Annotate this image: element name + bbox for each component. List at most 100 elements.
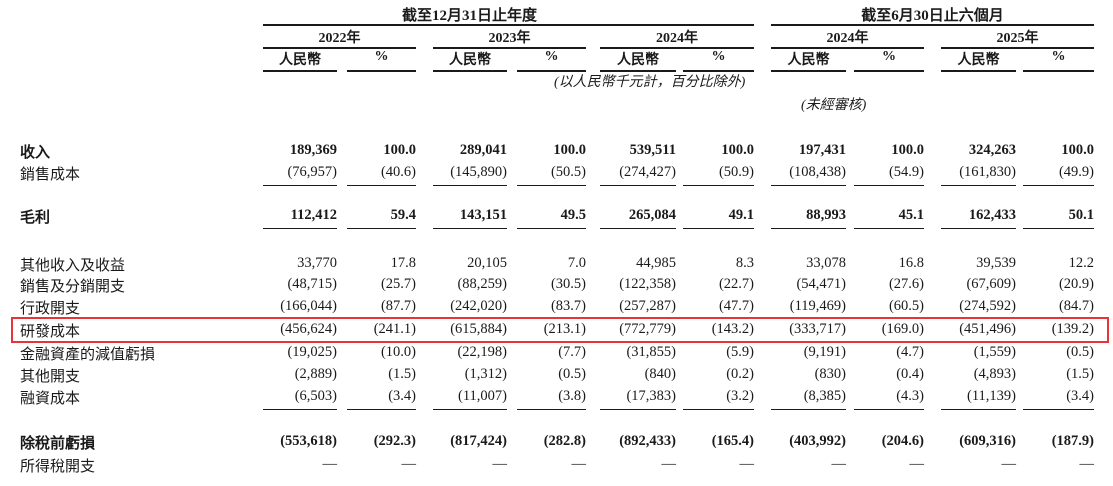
table-cell: (3.8) — [558, 388, 586, 404]
total-rule — [263, 228, 337, 229]
table-cell: 100.0 — [553, 142, 586, 158]
table-cell: (166,044) — [280, 298, 337, 314]
rmb-column-header: 人民幣 — [787, 53, 830, 68]
table-cell: 539,511 — [629, 142, 676, 158]
column-header-rule — [347, 70, 416, 72]
year-header-rule — [941, 47, 1094, 49]
subtotal-rule — [854, 409, 924, 410]
table-cell: (615,884) — [450, 321, 507, 337]
total-rule — [854, 228, 924, 229]
table-cell: 45.1 — [898, 207, 924, 223]
table-cell: (3.4) — [388, 388, 416, 404]
year-header-rule — [771, 47, 924, 49]
table-cell: 100.0 — [1061, 142, 1094, 158]
subtotal-rule — [263, 409, 337, 410]
row-label: 融資成本 — [20, 391, 81, 407]
table-cell: (11,139) — [967, 388, 1016, 404]
table-cell: (47.7) — [718, 298, 754, 314]
row-label: 銷售成本 — [20, 167, 81, 183]
subtotal-rule — [941, 409, 1016, 410]
year-header: 2022年 — [318, 31, 361, 46]
table-cell: — — [831, 456, 847, 472]
table-cell: (333,717) — [789, 321, 846, 337]
table-cell: (892,433) — [619, 433, 676, 449]
table-cell: (50.5) — [550, 164, 586, 180]
table-cell: — — [739, 456, 755, 472]
subtotal-rule — [600, 409, 676, 410]
row-label: 行政開支 — [20, 301, 81, 317]
pct-column-header: % — [882, 49, 896, 64]
column-header-rule — [1023, 70, 1094, 72]
table-cell: (4.7) — [896, 344, 924, 360]
total-rule — [941, 228, 1016, 229]
total-rule — [683, 228, 754, 229]
table-cell: (67,609) — [966, 276, 1016, 292]
total-rule — [1023, 228, 1094, 229]
table-cell: (0.5) — [1066, 344, 1094, 360]
subtotal-rule — [433, 185, 507, 186]
table-cell: (241.1) — [373, 321, 416, 337]
table-cell: (54,471) — [796, 276, 846, 292]
table-cell: (25.7) — [380, 276, 416, 292]
table-cell: (213.1) — [543, 321, 586, 337]
subtotal-rule — [683, 409, 754, 410]
table-cell: (83.7) — [550, 298, 586, 314]
table-cell: 265,084 — [628, 207, 676, 223]
total-rule — [771, 228, 846, 229]
table-cell: (9,191) — [803, 344, 846, 360]
table-cell: (30.5) — [550, 276, 586, 292]
row-label: 所得稅開支 — [20, 459, 96, 475]
subtotal-rule — [517, 409, 586, 410]
table-cell: (4.3) — [896, 388, 924, 404]
subtotal-rule — [771, 185, 846, 186]
table-cell: (830) — [814, 366, 846, 382]
table-cell: (292.3) — [373, 433, 416, 449]
table-cell: (3.4) — [1066, 388, 1094, 404]
table-cell: (22,198) — [457, 344, 507, 360]
total-rule — [433, 228, 507, 229]
column-header-rule — [683, 70, 754, 72]
subtotal-rule — [263, 185, 337, 186]
row-label: 除稅前虧損 — [20, 436, 96, 452]
table-cell: (456,624) — [280, 321, 337, 337]
table-cell: (84.7) — [1058, 298, 1094, 314]
row-label: 銷售及分銷開支 — [20, 279, 126, 295]
table-cell: (1,559) — [973, 344, 1016, 360]
row-label: 金融資產的減值虧損 — [20, 347, 156, 363]
subtotal-rule — [433, 409, 507, 410]
table-cell: (143.2) — [711, 321, 754, 337]
rmb-column-header: 人民幣 — [279, 53, 321, 68]
total-rule — [517, 228, 586, 229]
year-header-rule — [433, 47, 586, 49]
table-cell: 100.0 — [721, 142, 754, 158]
table-cell: (282.8) — [543, 433, 586, 449]
table-cell: — — [401, 456, 417, 472]
table-cell: (60.5) — [888, 298, 924, 314]
table-cell: 50.1 — [1068, 207, 1094, 223]
table-cell: (122,358) — [619, 276, 676, 292]
column-header-rule — [771, 70, 846, 72]
unit-note: (以人民幣千元計，百分比除外) — [554, 75, 746, 90]
table-cell: (108,438) — [789, 164, 846, 180]
row-label: 收入 — [20, 145, 51, 161]
table-cell: 39,539 — [976, 255, 1016, 271]
table-cell: (27.6) — [888, 276, 924, 292]
table-cell: (161,830) — [959, 164, 1016, 180]
column-header-rule — [600, 70, 676, 72]
table-cell: 49.5 — [560, 207, 586, 223]
table-cell: (817,424) — [450, 433, 507, 449]
table-cell: (840) — [644, 366, 676, 382]
highlight-box — [11, 317, 1109, 343]
table-cell: (1,312) — [464, 366, 507, 382]
table-cell: (139.2) — [1051, 321, 1094, 337]
table-cell: (119,469) — [789, 298, 846, 314]
table-cell: (274,592) — [959, 298, 1016, 314]
table-cell: 17.8 — [390, 255, 416, 271]
table-cell: — — [322, 456, 338, 472]
rmb-column-header: 人民幣 — [957, 53, 1000, 68]
period-header-year-end-rule — [263, 24, 754, 26]
table-cell: (1.5) — [388, 366, 416, 382]
table-cell: (204.6) — [881, 433, 924, 449]
table-cell: 7.0 — [567, 255, 586, 271]
table-cell: (145,890) — [450, 164, 507, 180]
